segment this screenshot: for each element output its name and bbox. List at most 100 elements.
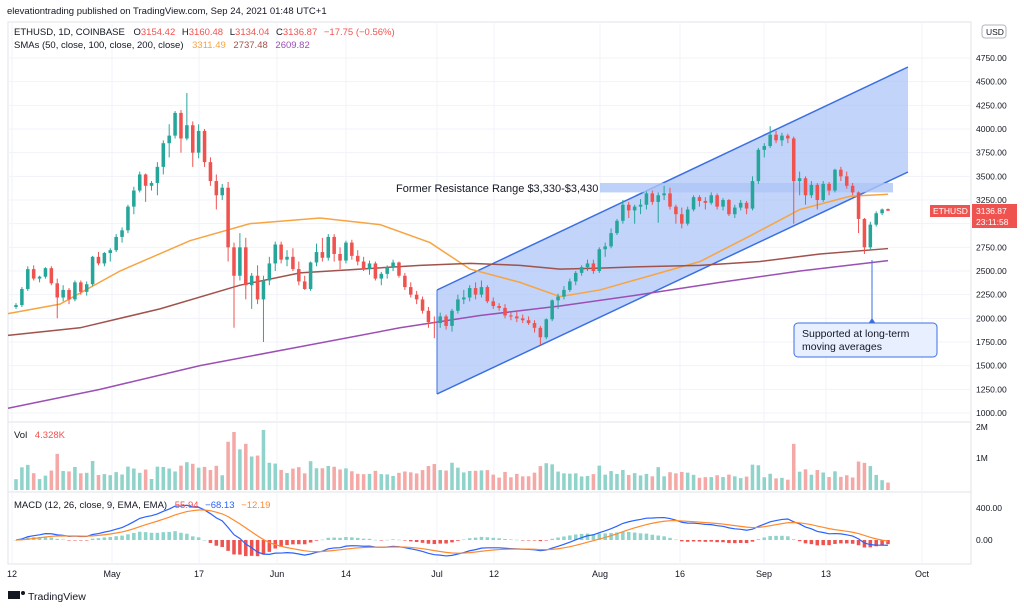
legend-h-value: 3160.48 bbox=[189, 27, 223, 38]
candle-body bbox=[14, 305, 18, 307]
candlesticks bbox=[14, 93, 890, 345]
candle-body bbox=[43, 268, 48, 277]
macd-histogram-bar bbox=[721, 540, 725, 543]
macd-histogram-bar bbox=[126, 534, 130, 540]
candle-body bbox=[632, 206, 637, 211]
ascending-channel[interactable] bbox=[436, 66, 909, 395]
candle-body bbox=[756, 149, 761, 182]
volume-bar bbox=[385, 474, 389, 490]
legend-change: −17.75 (−0.56%) bbox=[324, 27, 395, 38]
legend-o-value: 3154.42 bbox=[141, 27, 175, 38]
volume-bar bbox=[479, 470, 484, 490]
candle-body bbox=[844, 176, 849, 186]
macd-histogram-bar bbox=[49, 537, 54, 540]
time-tick-label: 17 bbox=[194, 569, 204, 579]
candle-body bbox=[762, 146, 767, 150]
macd-histogram-bar bbox=[780, 535, 784, 540]
macd-tick-label: 400.00 bbox=[976, 503, 1002, 513]
volume-bar bbox=[332, 466, 336, 490]
macd-histogram-bar bbox=[715, 540, 719, 543]
candle-body bbox=[31, 269, 36, 279]
support-callout[interactable] bbox=[793, 322, 938, 358]
volume-bar bbox=[803, 469, 808, 490]
volume-bar bbox=[450, 462, 454, 490]
volume-bar bbox=[67, 471, 71, 490]
volume-bar bbox=[568, 473, 572, 490]
candle-body bbox=[238, 247, 242, 276]
candle-body bbox=[886, 209, 890, 211]
macd-indicator bbox=[14, 504, 890, 557]
tradingview-logo[interactable]: TradingView bbox=[8, 591, 86, 603]
resistance-range[interactable] bbox=[600, 182, 893, 193]
volume-bar bbox=[96, 475, 101, 490]
macd-histogram-bar bbox=[615, 532, 619, 540]
candle-body bbox=[462, 297, 466, 300]
candle-body bbox=[786, 135, 790, 139]
currency-button-label: USD bbox=[986, 27, 1004, 37]
candle-body bbox=[397, 262, 401, 276]
macd-histogram-bar bbox=[697, 540, 702, 542]
volume-bar bbox=[762, 477, 767, 490]
candle-body bbox=[821, 183, 825, 200]
candle-body bbox=[79, 282, 83, 292]
candle-body bbox=[744, 202, 749, 209]
legend-symbol: ETHUSD, 1D, COINBASE O3154.42 H3160.48 L… bbox=[14, 27, 395, 38]
volume-bar bbox=[190, 463, 195, 490]
volume-bar bbox=[120, 474, 124, 490]
volume-bar bbox=[226, 441, 230, 490]
volume-bar bbox=[244, 443, 248, 490]
candle-body bbox=[73, 282, 77, 300]
candle-body bbox=[297, 269, 301, 282]
candle-body bbox=[467, 288, 472, 298]
volume-bar bbox=[108, 475, 113, 490]
candle-body bbox=[249, 275, 254, 286]
currency-button[interactable] bbox=[981, 24, 1007, 39]
macd-histogram-bar bbox=[279, 540, 283, 547]
volume-bar bbox=[509, 477, 513, 490]
price-tick-label: 2500.00 bbox=[976, 266, 1007, 276]
macd-histogram-bar bbox=[79, 540, 83, 541]
time-tick-label: Jun bbox=[270, 569, 285, 579]
candle-body bbox=[733, 207, 737, 215]
volume-bar bbox=[662, 476, 666, 490]
time-tick-label: 12 bbox=[7, 569, 17, 579]
volume-bar bbox=[544, 463, 549, 490]
macd-histogram-bar bbox=[385, 539, 389, 541]
macd-histogram-bar bbox=[856, 540, 861, 546]
macd-histogram-bar bbox=[155, 532, 160, 540]
macd-histogram-bar bbox=[485, 537, 490, 540]
price-tick-label: 4500.00 bbox=[976, 77, 1007, 87]
candle-body bbox=[456, 299, 460, 311]
candle-body bbox=[302, 281, 307, 289]
candle-body bbox=[603, 246, 607, 250]
price-axis[interactable]: 4750.00 4500.00 4250.00 4000.00 3750.00 3500.… bbox=[976, 53, 1007, 545]
time-axis[interactable]: 12 May 17 Jun 14 Jul 12 Aug 16 Sep 13 Oct bbox=[7, 569, 930, 579]
candle-body bbox=[214, 181, 219, 196]
candle-body bbox=[615, 220, 619, 234]
macd-histogram-bar bbox=[190, 536, 195, 540]
volume-bar bbox=[609, 471, 613, 490]
candle-body bbox=[26, 269, 30, 289]
volume-legend: Vol 4.328K bbox=[14, 430, 66, 441]
candle-body bbox=[314, 252, 319, 263]
candle-body bbox=[285, 256, 289, 260]
volume-bar bbox=[261, 429, 266, 490]
macd-histogram-bar bbox=[691, 540, 696, 542]
volume-bars bbox=[14, 429, 890, 490]
volume-bar bbox=[503, 471, 507, 490]
macd-histogram-bar bbox=[55, 538, 60, 540]
time-tick-label: Jul bbox=[431, 569, 443, 579]
candle-body bbox=[768, 134, 772, 147]
candle-body bbox=[420, 299, 425, 311]
candle-body bbox=[126, 206, 130, 231]
volume-bar bbox=[167, 468, 171, 490]
volume-bar bbox=[79, 473, 83, 490]
candle-body bbox=[90, 256, 95, 285]
volume-bar bbox=[367, 473, 372, 490]
volume-bar bbox=[414, 473, 419, 490]
macd-histogram-bar bbox=[550, 538, 554, 540]
macd-legend: MACD (12, 26, close, 9, EMA, EMA) 55.94 … bbox=[14, 500, 270, 511]
macd-histogram-bar bbox=[750, 540, 755, 542]
time-tick-label: May bbox=[103, 569, 121, 579]
